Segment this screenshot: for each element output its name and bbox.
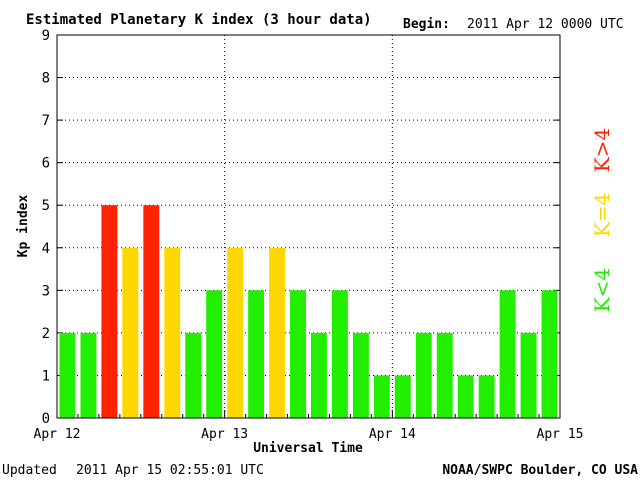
kp-bar [248, 290, 265, 418]
y-tick-label: 5 [42, 198, 50, 214]
legend-equal: K=4 [590, 193, 614, 237]
y-tick-label: 9 [42, 28, 50, 44]
y-tick-label: 4 [42, 241, 50, 257]
kp-bar [541, 290, 558, 418]
kp-bar [269, 247, 286, 418]
kp-bar [290, 290, 306, 418]
chart-title: Estimated Planetary K index (3 hour data… [26, 12, 372, 28]
kp-bar [352, 332, 369, 418]
x-tick-label: Apr 14 [369, 427, 416, 442]
x-ticks: Apr 12 Apr 13 Apr 14 Apr 15 [34, 410, 584, 442]
kp-bar [143, 205, 160, 418]
x-tick-label: Apr 13 [201, 427, 248, 442]
legend-high: K>4 [590, 128, 614, 172]
kp-bar [478, 375, 495, 418]
kp-bar [499, 290, 516, 418]
y-tick-label: 0 [42, 411, 50, 427]
kp-bar [227, 247, 244, 418]
kp-bar [457, 375, 474, 418]
y-tick-label: 8 [42, 71, 50, 87]
updated-value: 2011 Apr 15 02:55:01 UTC [76, 463, 264, 478]
kp-bar [436, 332, 453, 418]
source-credit: NOAA/SWPC Boulder, CO USA [442, 463, 638, 478]
x-tick-label: Apr 15 [537, 427, 584, 442]
x-axis-label: Universal Time [253, 441, 363, 456]
bars [59, 205, 558, 418]
kp-bar [206, 290, 223, 418]
begin-label: Begin: [403, 17, 450, 32]
kp-bar [164, 247, 181, 418]
legend-low: K<4 [590, 268, 614, 312]
kp-bar [331, 290, 348, 418]
begin-value: 2011 Apr 12 0000 UTC [467, 17, 624, 32]
kp-bar [311, 332, 327, 418]
kp-bar [415, 332, 432, 418]
kp-bar [185, 332, 202, 418]
x-tick-label: Apr 12 [34, 427, 81, 442]
kp-bar [122, 247, 139, 418]
kp-bar [80, 332, 97, 418]
y-tick-label: 6 [42, 156, 50, 172]
updated-label: Updated [2, 463, 57, 478]
y-tick-label: 2 [42, 326, 50, 342]
y-tick-label: 1 [42, 368, 50, 384]
kp-bar [520, 332, 537, 418]
kp-bar [101, 205, 118, 418]
y-tick-label: 7 [42, 113, 50, 129]
y-tick-label: 3 [42, 283, 50, 299]
kp-bar [59, 332, 76, 418]
kp-bar [373, 375, 390, 418]
kp-bar [394, 375, 411, 418]
y-axis-label: Kp index [16, 195, 31, 258]
